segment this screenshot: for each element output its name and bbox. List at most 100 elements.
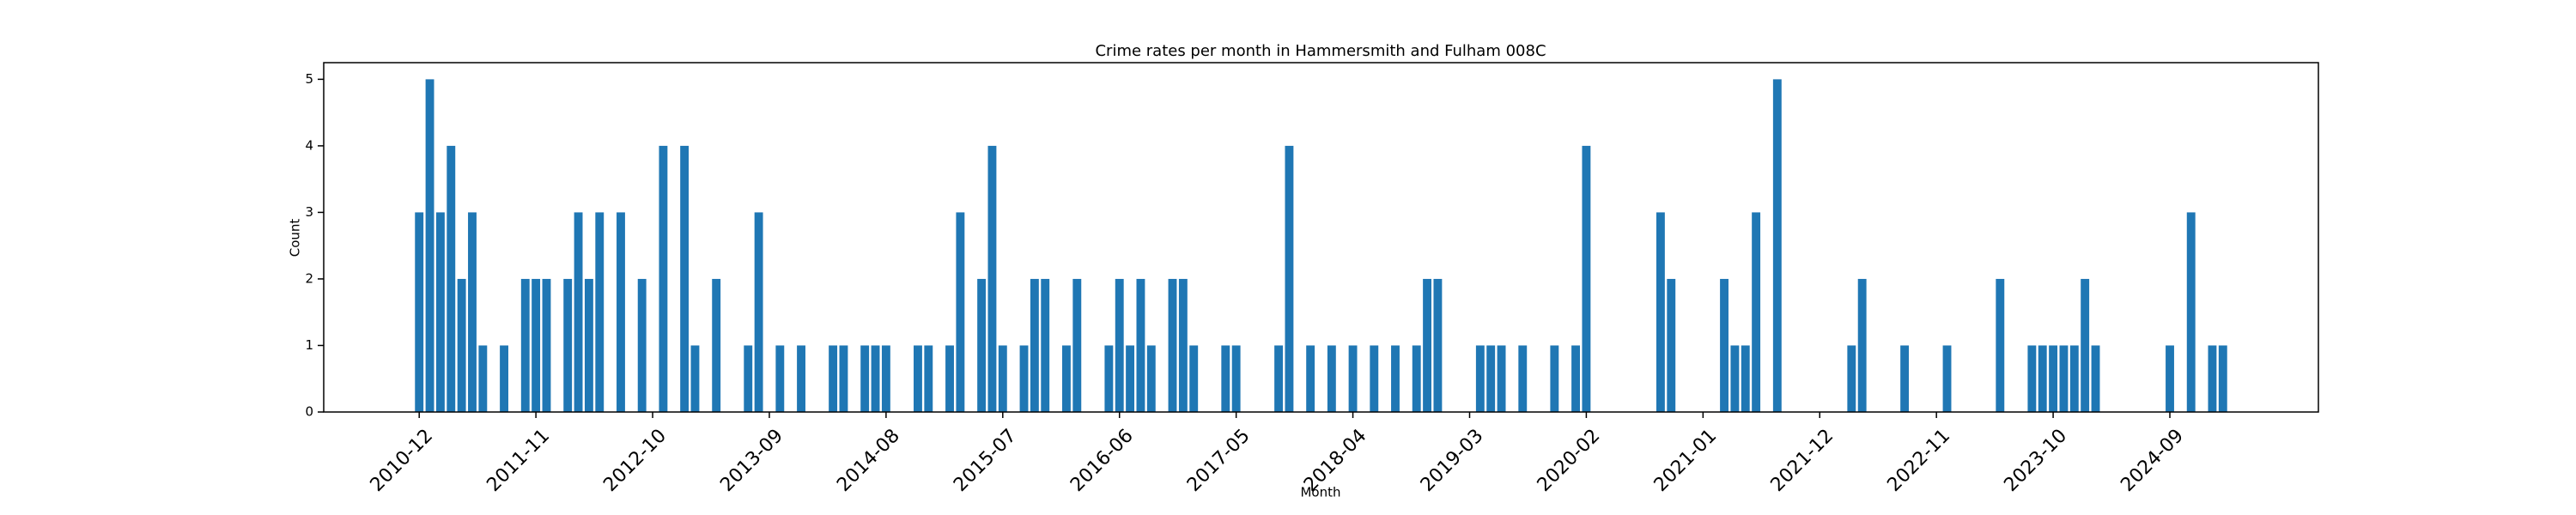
x-tick-label: 2011-11 [483, 425, 554, 496]
x-tick-label: 2010-12 [367, 425, 438, 496]
bar [914, 345, 922, 412]
x-tick-label: 2012-10 [599, 425, 671, 496]
bar [977, 278, 987, 412]
bar [1730, 345, 1740, 412]
y-tick-label: 0 [305, 404, 313, 420]
bar [1423, 278, 1432, 412]
bar [860, 345, 870, 412]
bar [659, 145, 668, 412]
bar [1231, 345, 1241, 412]
bar [998, 345, 1007, 412]
bar [2059, 345, 2069, 412]
bar [924, 345, 933, 412]
bar [797, 345, 805, 412]
x-tick-label: 2016-06 [1066, 425, 1138, 496]
bar [2218, 345, 2227, 412]
bar [563, 278, 573, 412]
bar [1550, 345, 1559, 412]
bar [617, 212, 625, 412]
x-tick-label: 2024-09 [2117, 425, 2188, 496]
x-tick-label: 2019-03 [1417, 425, 1488, 496]
bar [532, 278, 541, 412]
bar [1900, 345, 1910, 412]
y-axis-label: Count [288, 219, 303, 258]
bar [871, 345, 880, 412]
bar [1996, 278, 2005, 412]
bar [1062, 345, 1071, 412]
bar [1752, 212, 1761, 412]
bar [2186, 212, 2196, 412]
bar [1348, 345, 1358, 412]
bar [829, 345, 838, 412]
bar [447, 145, 456, 412]
bar [839, 345, 848, 412]
x-tick-label: 2020-02 [1534, 425, 1605, 496]
bar [1486, 345, 1496, 412]
bar [744, 345, 753, 412]
bar [1115, 278, 1124, 412]
bar [881, 345, 890, 412]
bar [1656, 212, 1665, 412]
bar [690, 345, 700, 412]
bar [712, 278, 721, 412]
plot-frame [323, 62, 2319, 413]
bar [1571, 345, 1580, 412]
bar [1189, 345, 1199, 412]
y-tick-label: 2 [305, 270, 313, 286]
x-tick-label: 2022-11 [1883, 425, 1954, 496]
bar [2069, 345, 2079, 412]
bar [1126, 345, 1135, 412]
bar [987, 145, 997, 412]
x-axis-label: Month [1300, 485, 1340, 500]
x-tick-label: 2015-07 [950, 425, 1021, 496]
bar [1942, 345, 1952, 412]
bar [542, 278, 551, 412]
bar [1582, 145, 1591, 412]
y-tick-label: 4 [305, 137, 313, 153]
bar [2027, 345, 2037, 412]
bar [2166, 345, 2174, 412]
y-tick-label: 3 [305, 204, 313, 220]
bar [1221, 345, 1230, 412]
bar [435, 212, 445, 412]
bar [1306, 345, 1315, 412]
bar [1030, 278, 1039, 412]
bar [956, 212, 965, 412]
bar [1327, 345, 1336, 412]
bar [775, 345, 785, 412]
bar [478, 345, 488, 412]
bar [1019, 345, 1029, 412]
x-tick-label: 2013-09 [716, 425, 787, 496]
bar [945, 345, 954, 412]
bar [754, 212, 763, 412]
bar [457, 278, 466, 412]
bar [415, 212, 424, 412]
bar [1146, 345, 1156, 412]
bar [2091, 345, 2100, 412]
y-tick-label: 1 [305, 337, 313, 353]
bar [1041, 278, 1050, 412]
bar [1667, 278, 1676, 412]
bar [468, 212, 477, 412]
bar [500, 345, 509, 412]
bar [1285, 145, 1294, 412]
bar [1475, 345, 1485, 412]
bar [595, 212, 605, 412]
bar [1274, 345, 1284, 412]
x-tick-label: 2017-05 [1183, 425, 1255, 496]
bar [1497, 345, 1506, 412]
bar [680, 145, 690, 412]
bar [574, 212, 583, 412]
x-tick-label: 2021-12 [1767, 425, 1838, 496]
bar [1741, 345, 1750, 412]
bar [425, 79, 434, 412]
bar [1178, 278, 1188, 412]
bar [2208, 345, 2217, 412]
bar [1433, 278, 1443, 412]
bar [1857, 278, 1867, 412]
x-tick-label: 2023-10 [2000, 425, 2071, 496]
bar [1072, 278, 1082, 412]
bar [637, 278, 647, 412]
bar [584, 278, 593, 412]
x-tick-label: 2014-08 [833, 425, 904, 496]
